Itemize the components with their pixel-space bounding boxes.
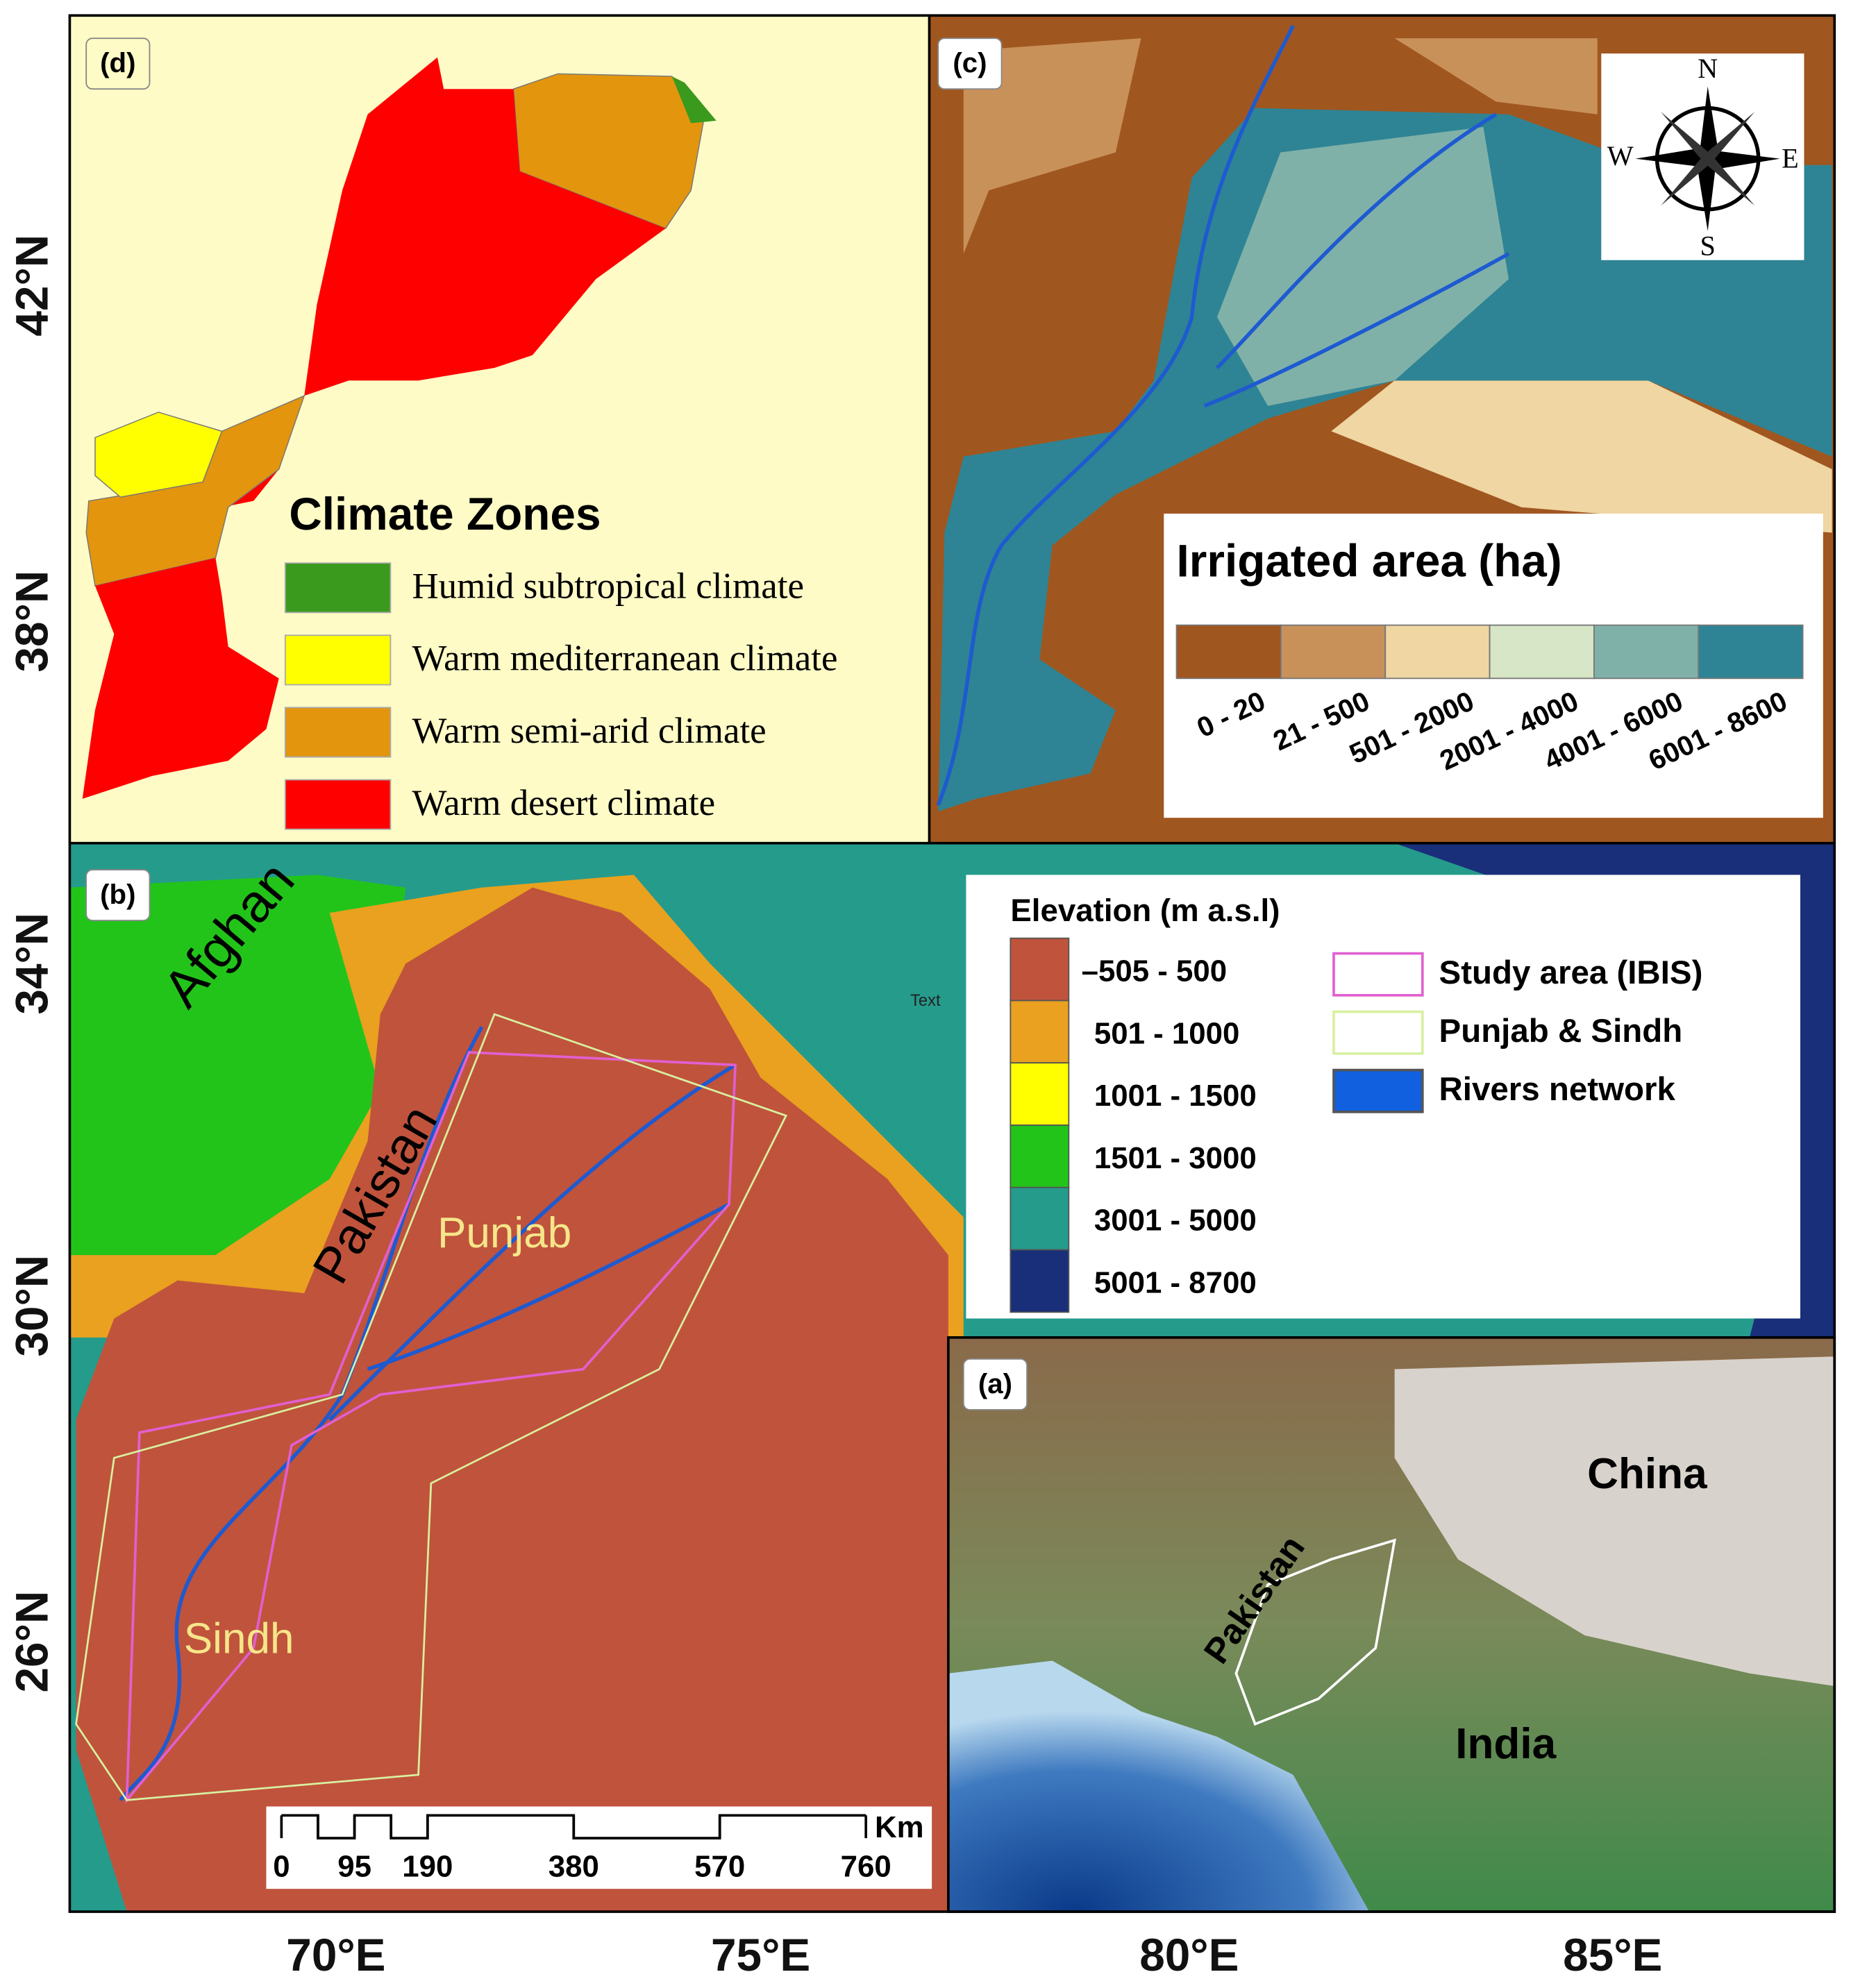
legend-label: 3001 - 5000	[1094, 1204, 1257, 1238]
compass-west: W	[1607, 140, 1634, 171]
legend-label: 501 - 1000	[1094, 1016, 1240, 1050]
panel-label-box	[962, 1358, 1028, 1410]
scale-bar-label: 0	[273, 1850, 290, 1884]
panel-c: N E S W (c) Irrigated area (ha) 0 - 2021…	[929, 15, 1835, 843]
scale-bar-unit: Km	[875, 1810, 924, 1844]
place-label: Text	[910, 992, 941, 1010]
legend-label: 1001 - 1500	[1094, 1079, 1257, 1113]
legend-label: Warm mediterranean climate	[412, 639, 837, 679]
latitude-label: 30°N	[6, 1255, 57, 1357]
compass-rose	[1635, 86, 1780, 231]
legend-swatch	[1010, 1249, 1070, 1313]
terrain-patch	[1331, 380, 1832, 533]
elevation-patch	[69, 875, 406, 1256]
place-label: Punjab	[437, 1209, 571, 1257]
place-label: India	[1455, 1720, 1556, 1768]
legend-swatch	[1175, 624, 1282, 680]
zone-shape	[82, 557, 279, 799]
panel-label-box	[937, 37, 1003, 90]
legend-swatch	[1384, 624, 1491, 680]
scale-bar-label: 190	[402, 1850, 453, 1884]
legend-swatch	[1010, 1062, 1070, 1126]
place-label: China	[1587, 1450, 1707, 1498]
legend-label: 1501 - 3000	[1094, 1141, 1257, 1175]
compass-south: S	[1700, 230, 1715, 262]
terrain-patch	[1394, 38, 1598, 115]
plateau	[1394, 1356, 1835, 1687]
study-area-outline	[1234, 1538, 1396, 1726]
zone-shape	[94, 412, 223, 498]
scale-bar-label: 570	[694, 1850, 745, 1884]
latitude-label: 26°N	[6, 1591, 57, 1693]
latitude-label: 42°N	[6, 235, 57, 337]
legend-swatch	[1010, 937, 1070, 1002]
province-outline	[75, 1013, 788, 1801]
compass-north: N	[1698, 53, 1718, 84]
panel-label-box	[85, 37, 151, 90]
legend-label: Humid subtropical climate	[412, 566, 804, 607]
place-label: Sindh	[184, 1615, 294, 1663]
irrigated-shape	[1216, 126, 1509, 406]
legend-swatch	[1332, 1068, 1424, 1113]
zone-shape	[671, 76, 717, 124]
scale-bar-label: 380	[548, 1850, 599, 1884]
panel-label-box	[85, 869, 151, 922]
legend-label: Study area (IBIS)	[1439, 954, 1703, 991]
longitude-label: 70°E	[286, 1929, 385, 1980]
frames	[68, 14, 1836, 1913]
legend-label: –505 - 500	[1082, 954, 1228, 988]
scale-bar-label: 760	[841, 1850, 891, 1884]
elevation-patch	[76, 887, 948, 1912]
panel-label: (d)	[100, 47, 135, 78]
longitude-label: 75°E	[711, 1929, 810, 1980]
legend-title: Climate Zones	[289, 488, 601, 539]
legend-title: Elevation (m a.s.l)	[1010, 893, 1280, 928]
zone-shape	[221, 57, 666, 507]
panel-d: (d) Climate Zones Humid subtropical clim…	[69, 15, 930, 843]
panel-a: (a) China India Pakistan	[948, 1337, 1835, 1912]
legend-swatch	[1698, 624, 1804, 680]
zone-shape	[512, 73, 705, 229]
panel-label: (c)	[953, 47, 987, 78]
legend-swatch	[1332, 1010, 1424, 1055]
legend-swatch	[284, 779, 392, 830]
legend-swatch	[1280, 624, 1387, 680]
legend-label: Warm semi-arid climate	[412, 711, 766, 751]
scale-bar-line	[281, 1814, 866, 1839]
legend-swatch	[1332, 952, 1424, 997]
legend-swatch	[1593, 624, 1700, 680]
compass-east: E	[1782, 143, 1799, 174]
legend-label: 5001 - 8700	[1094, 1265, 1257, 1299]
longitude-label: 80°E	[1139, 1929, 1239, 1980]
panel-label: (b)	[100, 879, 135, 910]
scale-bar-label: 95	[337, 1850, 371, 1884]
legend-swatch	[284, 562, 392, 614]
legend-swatch	[1010, 1186, 1070, 1251]
legend-swatch	[1489, 624, 1595, 680]
legend-label: Rivers network	[1439, 1071, 1676, 1108]
river	[936, 24, 1510, 806]
legend-title: Irrigated area (ha)	[1177, 534, 1562, 586]
legend-swatch	[284, 707, 392, 758]
panel-label: (a)	[978, 1368, 1012, 1399]
legend-label: Warm desert climate	[412, 783, 715, 823]
irrigated-shape	[938, 108, 1832, 812]
latitude-label: 34°N	[6, 913, 57, 1015]
legend-swatch	[1010, 1000, 1070, 1064]
legend-swatch	[284, 634, 392, 686]
legend-swatch	[1010, 1124, 1070, 1188]
legend-label: Punjab & Sindh	[1439, 1013, 1683, 1050]
study-area-outline	[125, 1051, 737, 1804]
scale-bar-box	[266, 1806, 932, 1889]
latitude-label: 38°N	[6, 571, 57, 673]
longitude-label: 85°E	[1563, 1929, 1662, 1980]
ocean	[948, 1660, 1370, 1912]
terrain-patch	[963, 38, 1141, 254]
